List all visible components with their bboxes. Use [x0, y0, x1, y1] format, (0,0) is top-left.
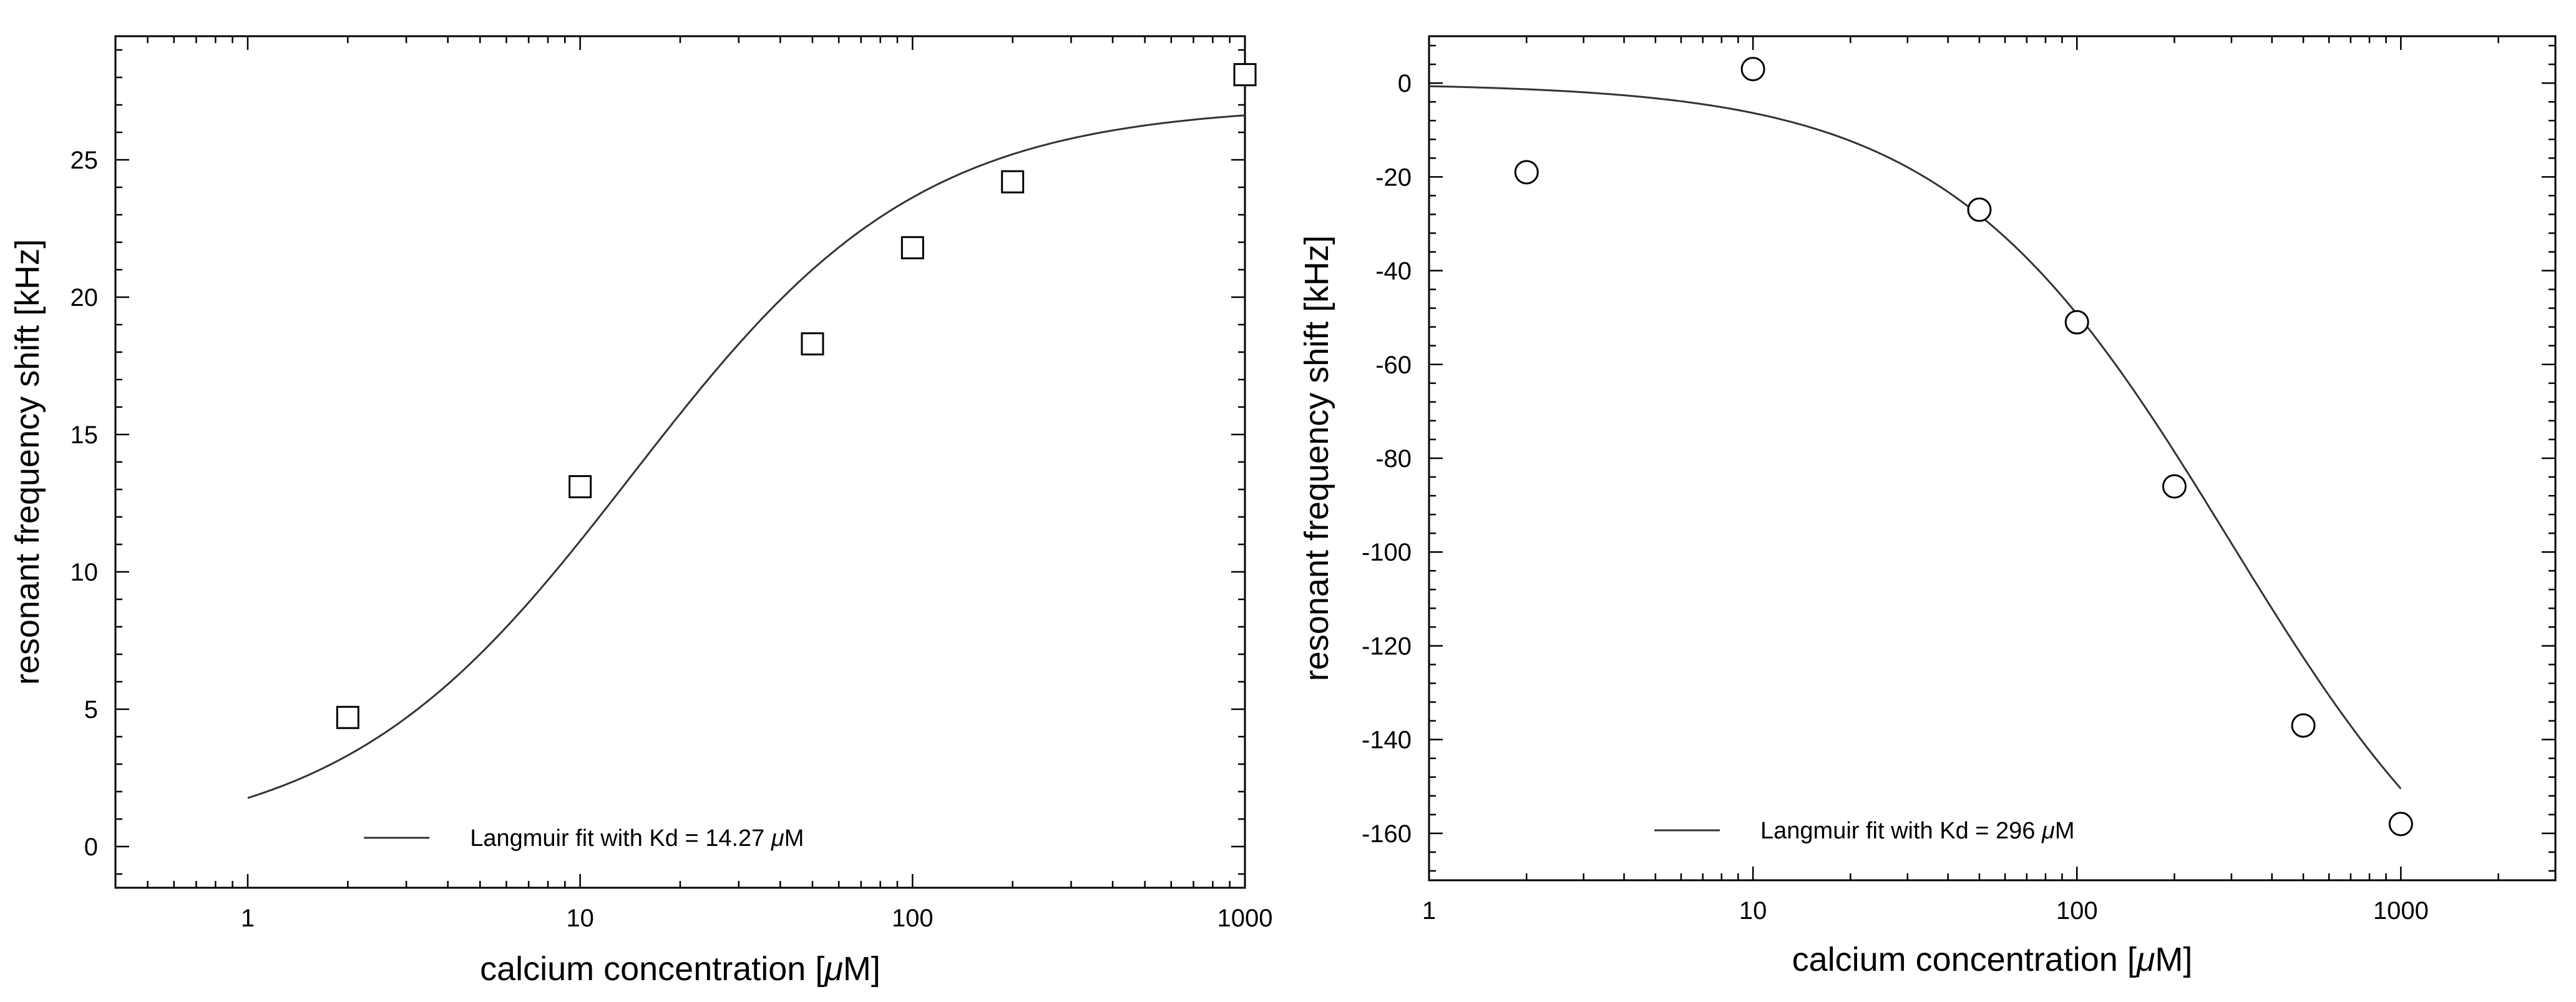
legend-label: Langmuir fit with Kd = 14.27 μM: [470, 825, 804, 852]
x-tick-label: 10: [1739, 897, 1767, 925]
data-point: [568, 475, 592, 499]
x-tick-label: 1: [241, 905, 255, 932]
y-tick-label: -40: [1375, 258, 1412, 285]
data-point: [1967, 197, 1992, 222]
data-point: [2388, 812, 2413, 837]
x-axis-label: calcium concentration [μM]: [1792, 941, 2193, 978]
x-tick-label: 100: [892, 905, 934, 932]
y-tick-label: -100: [1362, 539, 1412, 566]
plot-frame: [114, 35, 1246, 889]
legend-label: Langmuir fit with Kd = 296 μM: [1760, 818, 2074, 844]
fit-curve: [1428, 85, 2402, 790]
data-point: [2162, 474, 2187, 499]
data-point: [1233, 63, 1257, 87]
data-point: [1514, 160, 1539, 185]
chart-1: 1 10 100 1000 0 5 10 15 20 25 calcium concentratio…: [9, 35, 1273, 988]
x-axis-label: calcium concentration [μM]: [480, 950, 881, 988]
y-tick-label: -140: [1362, 727, 1412, 754]
data-point: [336, 705, 359, 729]
y-tick-label: -120: [1362, 632, 1412, 660]
y-tick-label: -20: [1375, 164, 1412, 191]
y-tick-label: -60: [1375, 351, 1412, 379]
y-tick-label: 5: [84, 696, 98, 724]
data-point: [1001, 170, 1025, 194]
y-axis-label: resonant frequency shift [kHz]: [9, 239, 46, 685]
y-tick-label: 25: [71, 147, 99, 174]
x-tick-label: 10: [566, 905, 594, 932]
y-tick-label: -160: [1362, 820, 1412, 848]
y-tick-label: 15: [71, 421, 99, 449]
y-axis-label: resonant frequency shift [kHz]: [1298, 235, 1335, 681]
data-point: [2064, 310, 2089, 335]
data-point: [900, 236, 924, 260]
x-tick-label: 1000: [2373, 897, 2429, 925]
chart-2: 1 10 100 1000 0 -20 -40 -60 -80 -100 -120 -140 -160 c…: [1298, 35, 2557, 978]
y-tick-label: 10: [71, 559, 99, 586]
data-point: [2291, 713, 2316, 738]
data-point: [1740, 57, 1765, 82]
y-tick-label: -80: [1375, 445, 1412, 473]
x-tick-label: 100: [2056, 897, 2098, 925]
x-tick-label: 1000: [1217, 905, 1273, 932]
plot-frame: [1428, 35, 2557, 882]
y-tick-label: 0: [1398, 70, 1412, 97]
data-point: [801, 332, 824, 356]
x-tick-label: 1: [1422, 897, 1436, 925]
y-tick-label: 0: [84, 833, 98, 861]
fit-curve: [247, 114, 1246, 799]
y-tick-label: 20: [71, 284, 99, 312]
